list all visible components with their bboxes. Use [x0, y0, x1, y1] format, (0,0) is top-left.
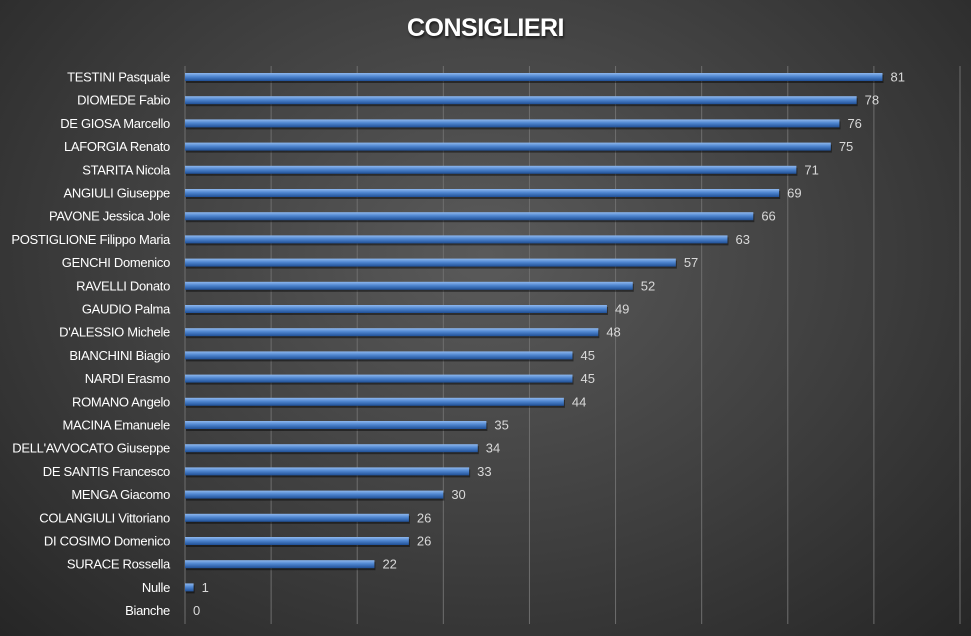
value-label: 34 — [486, 441, 500, 456]
value-label: 45 — [581, 348, 595, 363]
value-label: 33 — [477, 464, 491, 479]
value-label: 48 — [606, 325, 620, 340]
value-label: 44 — [572, 394, 586, 409]
value-label: 76 — [847, 116, 861, 131]
category-label: DE GIOSA Marcello — [60, 116, 170, 131]
value-label: 22 — [382, 557, 396, 572]
category-label: Bianche — [125, 603, 170, 618]
category-label: ROMANO Angelo — [72, 394, 170, 409]
bar — [185, 119, 840, 128]
category-label: STARITA Nicola — [82, 162, 171, 177]
category-label: TESTINI Pasquale — [67, 70, 170, 85]
chart-title: CONSIGLIERI — [406, 14, 565, 42]
category-label: D'ALESSIO Michele — [59, 325, 170, 340]
category-label: BIANCHINI Biagio — [69, 348, 170, 363]
bar — [185, 305, 607, 313]
value-label: 30 — [451, 487, 465, 502]
bar — [185, 328, 599, 337]
value-label: 0 — [193, 603, 200, 618]
bar — [185, 537, 409, 545]
bar — [185, 73, 883, 81]
value-label: 69 — [787, 186, 801, 201]
bar — [185, 96, 857, 105]
bar — [185, 374, 573, 383]
bar — [185, 142, 831, 151]
bar — [185, 351, 573, 360]
bar — [185, 513, 409, 522]
bar — [185, 281, 633, 290]
value-label: 35 — [494, 418, 508, 433]
category-label: PAVONE Jessica Jole — [49, 209, 170, 224]
gridlines — [184, 66, 961, 624]
category-label: COLANGIULI Vittoriano — [39, 510, 170, 525]
value-label: 81 — [891, 70, 905, 85]
bar — [185, 235, 728, 244]
category-label: GAUDIO Palma — [82, 302, 171, 317]
value-label: 26 — [417, 534, 431, 549]
category-label: NARDI Erasmo — [85, 371, 170, 386]
category-label: DI COSIMO Domenico — [44, 534, 170, 549]
category-label: DE SANTIS Francesco — [43, 464, 170, 479]
value-label: 78 — [865, 93, 879, 108]
bar — [185, 165, 797, 174]
value-label: 63 — [736, 232, 750, 247]
value-label: 26 — [417, 510, 431, 525]
category-label: DELL'AVVOCATO Giuseppe — [12, 441, 170, 456]
value-label: 71 — [804, 162, 818, 177]
bar — [185, 560, 375, 569]
value-label: 45 — [581, 371, 595, 386]
category-label: LAFORGIA Renato — [64, 139, 170, 154]
bar — [185, 189, 780, 197]
value-label: 1 — [202, 580, 209, 595]
bars — [185, 73, 884, 594]
category-label: RAVELLI Donato — [76, 278, 170, 293]
category-label: GENCHI Domenico — [62, 255, 170, 270]
bar — [185, 467, 470, 476]
category-label: MACINA Emanuele — [63, 418, 171, 433]
value-label: 66 — [761, 209, 775, 224]
category-label: DIOMEDE Fabio — [77, 93, 170, 108]
category-label: Nulle — [142, 580, 170, 595]
category-label: POSTIGLIONE Filippo Maria — [11, 232, 171, 247]
bar — [185, 397, 564, 406]
bar — [185, 490, 444, 499]
category-label: MENGA Giacomo — [71, 487, 170, 502]
bar — [185, 444, 478, 453]
bar — [185, 212, 754, 221]
bar — [185, 258, 676, 267]
value-label: 75 — [839, 139, 853, 154]
category-labels: TESTINI Pasquale DIOMEDE Fabio DE GIOSA Ma… — [11, 70, 171, 619]
category-label: ANGIULI Giuseppe — [64, 186, 171, 201]
category-label: SURACE Rossella — [67, 557, 171, 572]
value-label: 52 — [641, 278, 655, 293]
value-label: 49 — [615, 302, 629, 317]
bar — [185, 583, 194, 592]
value-label: 57 — [684, 255, 698, 270]
bar — [185, 421, 487, 429]
